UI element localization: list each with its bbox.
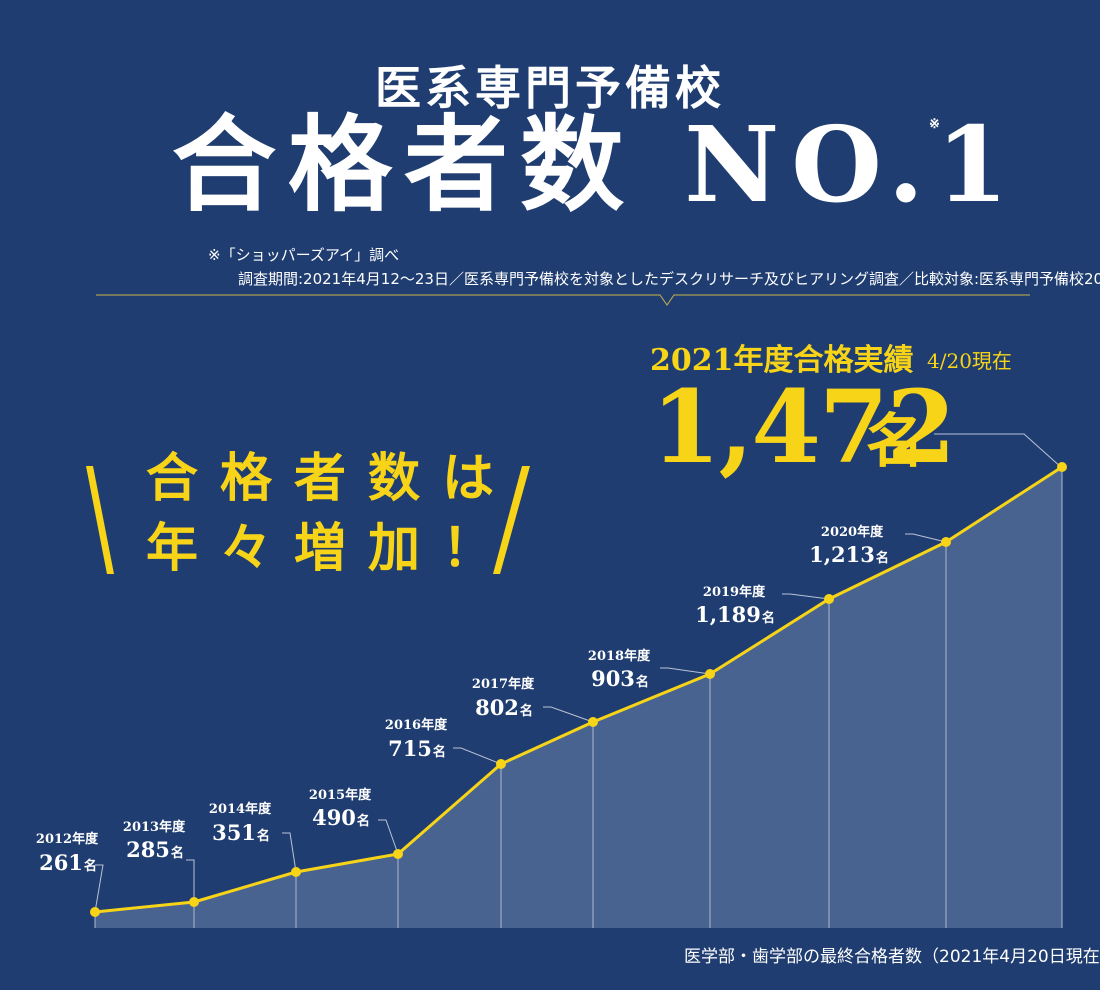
data-point-2017 <box>588 717 598 727</box>
value-label-2016: 715 <box>388 736 432 761</box>
leader-line-2014 <box>282 832 297 873</box>
unit-label-2018: 名 <box>636 674 649 690</box>
unit-label-2019: 名 <box>762 610 775 626</box>
leader-line-2015 <box>378 819 399 855</box>
value-label-2012: 261 <box>39 850 83 875</box>
leader-line-2016 <box>453 747 502 765</box>
slogan-left-slash <box>86 466 114 574</box>
unit-label-2015: 名 <box>357 813 370 829</box>
value-label-2019: 1,189 <box>695 602 761 627</box>
leader-line-2013 <box>186 859 195 902</box>
unit-label-2014: 名 <box>257 828 270 844</box>
subtitle: 医系専門予備校 <box>375 61 725 115</box>
year-label-2018: 2018年度 <box>588 648 651 664</box>
unit-label-2016: 名 <box>433 744 446 760</box>
year-label-2020: 2020年度 <box>821 524 884 540</box>
year-label-2012: 2012年度 <box>36 831 99 847</box>
series-line <box>94 465 1063 914</box>
year-label-2016: 2016年度 <box>385 717 448 733</box>
leader-line-2012 <box>94 864 104 913</box>
callout-label: 2021年度合格実績 <box>650 343 914 378</box>
value-label-2020: 1,213 <box>809 542 875 567</box>
value-label-2014: 351 <box>212 820 256 845</box>
data-point-2015 <box>393 849 403 859</box>
data-point-2020 <box>941 537 951 547</box>
year-label-2017: 2017年度 <box>472 676 535 692</box>
unit-label-2020: 名 <box>876 550 889 566</box>
data-point-2012 <box>90 907 100 917</box>
callout-leader-line <box>934 433 1063 469</box>
data-point-2013 <box>189 897 199 907</box>
leader-line-2020 <box>905 533 947 543</box>
callout-unit: 名 <box>866 407 925 475</box>
survey-period-note: 調査期間:2021年4月12～23日／医系専門予備校を対象としたデスクリサーチ及… <box>238 270 1100 288</box>
callout-date: 4/20現在 <box>927 349 1012 373</box>
data-point-2021 <box>1057 462 1067 472</box>
year-label-2014: 2014年度 <box>209 801 272 817</box>
unit-label-2012: 名 <box>84 858 97 874</box>
chart-area <box>95 467 1062 928</box>
year-label-2013: 2013年度 <box>123 819 186 835</box>
unit-label-2017: 名 <box>520 703 533 719</box>
slogan-line-1: 合格者数は <box>146 448 517 509</box>
leader-line-2018 <box>660 667 711 675</box>
unit-label-2013: 名 <box>171 845 184 861</box>
year-label-2015: 2015年度 <box>309 787 372 803</box>
year-label-2019: 2019年度 <box>703 584 766 600</box>
slogan-right-slash <box>493 466 530 574</box>
value-label-2018: 903 <box>591 666 635 691</box>
value-label-2013: 285 <box>126 837 170 862</box>
headline: 合格者数 NO.1 <box>172 103 1021 226</box>
chart-footnote: 医学部・歯学部の最終合格者数（2021年4月20日現在） <box>684 947 1100 967</box>
data-point-2018 <box>705 669 715 679</box>
value-label-2015: 490 <box>312 805 356 830</box>
leader-line-2019 <box>782 593 830 600</box>
leader-line-2017 <box>543 706 594 723</box>
callout-number: 1,472 <box>651 368 956 486</box>
data-point-2019 <box>824 594 834 604</box>
divider-line <box>96 294 1030 306</box>
headline-footnote-mark: ※ <box>929 117 940 132</box>
data-point-2016 <box>496 759 506 769</box>
slogan-line-2: 年々増加！ <box>146 518 517 579</box>
survey-source-note: ※「ショッパーズアイ」調べ <box>208 246 400 264</box>
data-point-2014 <box>291 867 301 877</box>
value-label-2017: 802 <box>475 695 519 720</box>
